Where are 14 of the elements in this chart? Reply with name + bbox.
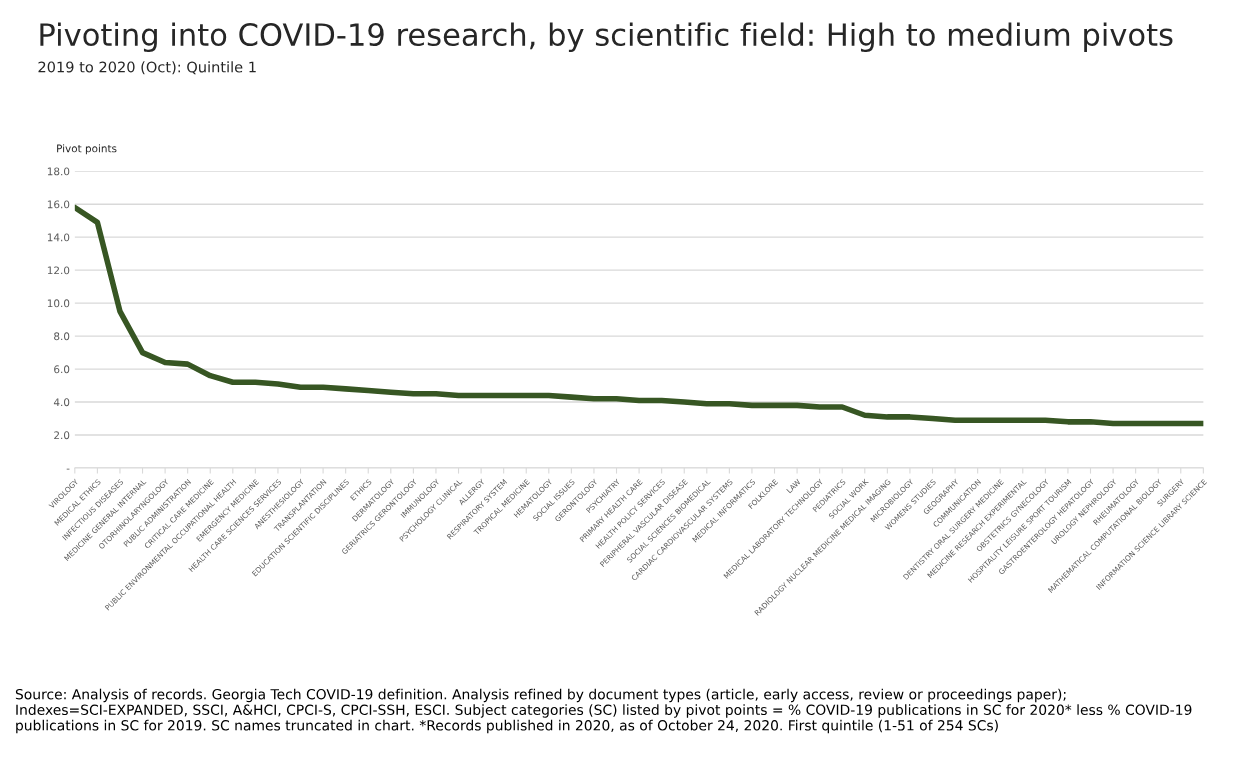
- y-tick-label: 6.0: [54, 365, 70, 374]
- y-tick-label: 12.0: [47, 266, 70, 275]
- y-tick-label: 10.0: [47, 299, 70, 308]
- y-tick-label: 2.0: [54, 431, 70, 440]
- chart-subtitle: 2019 to 2020 (Oct): Quintile 1: [38, 61, 256, 75]
- source-note: Source: Analysis of records. Georgia Tech COVID-19 definition. Analysis refined by document types (article, early access, review or proceedings paper); Indexes=SCI-EXPANDED, SSCI, A&HCI, CPCI-S, CPCI-SSH, ESCI. Subject categories (SC) listed by pivot points = % COVID-19 publications in SC for 2020* less % COVID-19 publications in SC for 2019. SC names truncated in chart. *Records published in 2020, as of October 24, 2020. First quintile (1-51 of 254 SCs): [15, 688, 1192, 734]
- y-tick-label: 14.0: [47, 233, 70, 242]
- chart-title: Pivoting into COVID-19 research, by scientific field: High to medium pivots: [40, 22, 1173, 53]
- y-tick-label: 16.0: [47, 200, 70, 209]
- y-axis-title: Pivot points: [57, 144, 117, 155]
- y-tick-label: 8.0: [54, 332, 70, 341]
- y-tick-label: -: [66, 468, 70, 470]
- y-tick-label: 4.0: [53, 398, 70, 407]
- y-tick-label: 18.0: [47, 167, 70, 176]
